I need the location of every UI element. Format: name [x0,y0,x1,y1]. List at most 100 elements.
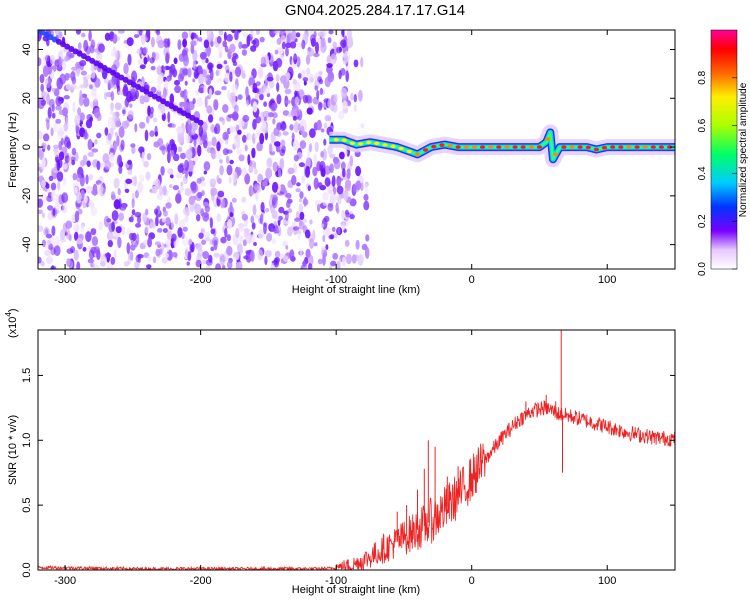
noise-blob [272,197,278,209]
noise-blob [299,248,303,258]
noise-blob [305,54,311,65]
noise-blob [273,220,278,227]
noise-blob [94,139,98,145]
noise-blob [293,154,299,162]
noise-blob [205,259,213,266]
noise-blob [338,110,345,120]
noise-blob [248,165,254,174]
noise-blob [159,184,163,196]
noise-blob [227,219,233,229]
noise-blob [111,210,119,221]
noise-blob [238,226,244,233]
noise-blob [131,70,138,83]
noise-blob [127,110,134,120]
noise-blob [187,251,192,262]
noise-blob [353,94,357,103]
noise-blob [65,220,73,229]
noise-blob [226,234,231,242]
noise-blob [70,156,76,162]
noise-blob [286,200,291,209]
noise-blob [294,96,300,106]
noise-blob [307,263,313,269]
noise-blob [297,73,302,79]
noise-blob [74,70,80,77]
noise-blob [241,213,249,221]
noise-blob [157,228,163,233]
noise-blob [303,196,307,208]
spectrogram-y-axis-label: Frequency (Hz) [7,112,19,188]
noise-blob [111,221,115,232]
noise-blob [275,74,280,83]
noise-blob [196,214,201,222]
noise-blob [266,157,273,168]
noise-blob [58,31,63,39]
noise-blob [81,32,86,38]
noise-blob [234,66,242,78]
signal-core-dot [545,137,551,141]
noise-blob [136,233,140,246]
noise-blob [206,105,213,114]
snr-multiplier-base: (x10 [7,317,19,338]
noise-blob [114,102,122,111]
signal-core-dot [414,152,421,157]
noise-blob [79,89,83,101]
noise-blob [187,123,193,134]
noise-blob [265,207,270,213]
noise-blob [171,123,177,129]
noise-blob [287,208,293,214]
noise-blob [186,261,190,266]
noise-blob [259,36,265,43]
noise-blob [237,129,242,135]
noise-blob [274,49,279,55]
noise-blob [238,41,243,49]
noise-blob [106,218,112,223]
noise-blob [142,212,148,223]
y-tick-label: 1.0 [21,433,33,448]
noise-blob [251,39,257,45]
signal-core-dot [382,143,388,147]
noise-blob [156,74,164,85]
noise-blob [280,139,286,147]
noise-blob [279,158,285,170]
noise-blob [345,70,350,83]
signal-core-dot [593,147,600,152]
noise-blob [343,189,349,201]
noise-blob [294,217,301,222]
noise-blob [202,201,209,207]
noise-blob [324,177,331,187]
noise-blob [297,230,301,241]
y-tick-label: 1.5 [21,368,33,383]
noise-blob [71,147,77,156]
noise-blob [268,112,274,118]
noise-blob [112,111,117,122]
noise-blob [71,66,78,71]
noise-blob [167,37,171,48]
noise-blob [215,151,222,159]
noise-blob [352,182,360,193]
noise-blob [353,104,357,112]
x-tick-label: -300 [54,274,76,286]
noise-blob [170,174,174,179]
noise-blob [51,190,56,197]
noise-blob [86,160,91,167]
noise-blob [260,201,265,213]
noise-blob [75,174,83,182]
noise-blob [107,79,115,89]
noise-blob [263,101,267,107]
noise-blob [221,264,226,269]
noise-blob [50,265,57,269]
noise-blob [56,65,63,72]
noise-blob [257,173,264,183]
noise-blob [302,94,309,104]
noise-blob [41,142,47,150]
noise-blob [305,68,311,77]
noise-blob [38,256,42,264]
noise-blob [307,185,311,192]
noise-blob [175,193,182,204]
noise-blob [47,106,52,119]
noise-blob [245,99,249,107]
noise-blob [208,88,213,98]
spectrogram-frame [37,29,676,270]
noise-blob [52,144,60,149]
noise-blob [237,94,243,100]
